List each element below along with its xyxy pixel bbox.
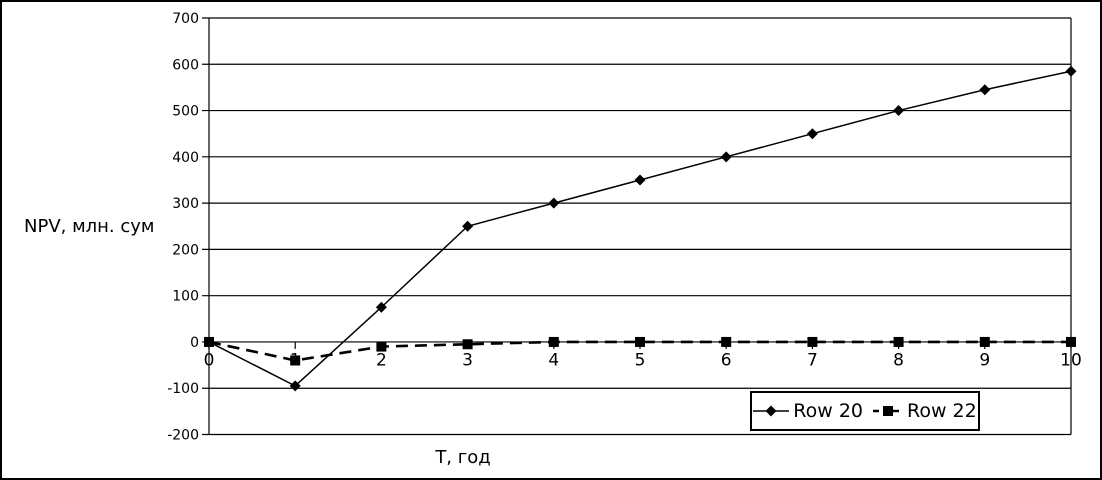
diamond-marker-icon [753, 405, 790, 417]
x-tick-label: 2 [376, 350, 387, 370]
x-tick-label: 10 [1060, 350, 1082, 370]
data-point-marker [548, 197, 560, 209]
y-tick-label: 400 [172, 150, 199, 166]
x-tick-label: 4 [548, 350, 559, 370]
x-tick-label: 9 [979, 350, 990, 370]
data-point-marker [893, 336, 904, 347]
legend-item-row-22: Row 22 [873, 400, 977, 422]
data-point-marker [979, 336, 990, 347]
x-axis-title: T, год [2, 447, 1100, 469]
data-point-marker [376, 341, 387, 352]
data-point-marker [375, 301, 387, 313]
plot-frame [208, 18, 1072, 435]
y-tick-label: -200 [167, 428, 199, 444]
y-tick-label: 0 [190, 335, 199, 351]
x-tick-label: 5 [635, 350, 646, 370]
y-tick-label: 600 [172, 57, 199, 73]
data-point-marker [634, 174, 646, 186]
y-tick-label: 300 [172, 196, 199, 212]
y-tick-label: 500 [172, 104, 199, 120]
data-point-marker [979, 84, 991, 96]
y-tick-label: 100 [172, 289, 199, 305]
y-tick-label: -100 [167, 381, 199, 397]
x-tick-label: 7 [807, 350, 818, 370]
legend-label-row-22: Row 22 [907, 400, 977, 422]
data-point-marker [289, 380, 301, 392]
x-tick-labels: 012345678910 [204, 350, 1082, 370]
gridlines [202, 17, 1071, 436]
data-point-marker [720, 151, 732, 163]
data-point-marker [635, 336, 645, 347]
data-point-marker [721, 336, 732, 347]
x-tick-label: 6 [721, 350, 732, 370]
y-tick-label: 200 [172, 242, 199, 258]
x-axis-title-text: T, год [435, 447, 491, 468]
legend: Row 20 Row 22 [750, 391, 980, 431]
data-point-marker [204, 336, 214, 347]
data-point-marker [893, 105, 905, 117]
data-point-marker [462, 339, 473, 350]
data-point-marker [462, 220, 474, 232]
data-point-marker [548, 336, 559, 347]
legend-item-row-20: Row 20 [753, 400, 863, 422]
y-tick-label: 700 [172, 11, 199, 27]
square-marker-icon [873, 406, 903, 416]
series-row-22 [204, 336, 1076, 366]
x-tick-label: 0 [204, 350, 215, 370]
data-point-marker [290, 355, 301, 366]
data-point-marker [807, 336, 818, 347]
x-tick-label: 8 [893, 350, 904, 370]
data-point-marker [806, 128, 818, 140]
x-tick-label: 3 [462, 350, 473, 370]
y-tick-labels: 700 600 500 400 300 200 100 0 -100 -200 [167, 11, 199, 444]
data-point-marker [1066, 336, 1076, 347]
legend-label-row-20: Row 20 [793, 400, 863, 422]
y-axis-title: NPV, млн. сум [24, 216, 155, 237]
data-point-marker [1065, 65, 1077, 77]
